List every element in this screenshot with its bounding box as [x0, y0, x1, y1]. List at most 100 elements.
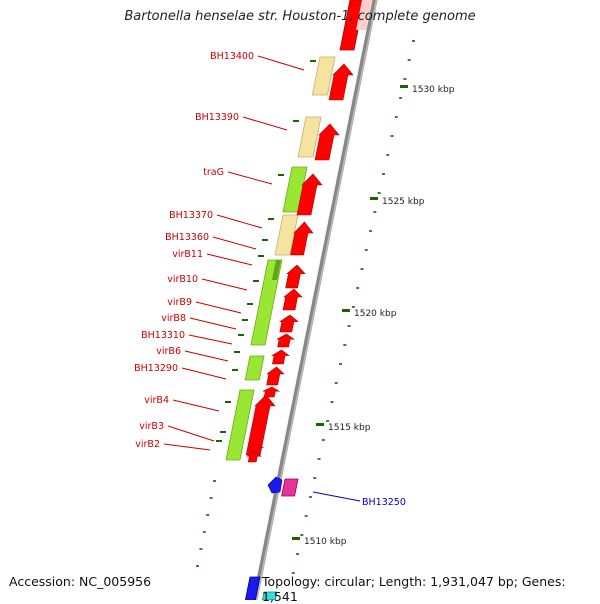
gene-box-green-accent	[272, 260, 281, 280]
backbone-line	[251, 0, 378, 604]
gene-label: virB2	[135, 439, 160, 450]
cds-arrow	[246, 451, 262, 463]
scale-tick-label: 1520 kbp	[354, 309, 397, 319]
cds-arrow	[262, 386, 281, 398]
backbone-highlight	[254, 0, 378, 604]
scale-minor-tick	[339, 363, 343, 365]
gene-label: virB9	[167, 297, 192, 308]
gene-leader-line	[201, 278, 248, 291]
cds-arrow	[328, 63, 354, 101]
cds-arrow	[314, 123, 340, 161]
scale-minor-tick	[196, 565, 199, 567]
scale-minor-tick	[360, 268, 364, 270]
scale-minor-tick	[206, 514, 210, 516]
scale-minor-tick	[308, 496, 312, 498]
cds-arrow-shadow	[356, 0, 372, 30]
gene-box-pale	[311, 56, 336, 96]
scale-minor-tick	[209, 497, 213, 499]
gene-label: BH13400	[210, 51, 254, 62]
gene-leader-line	[195, 301, 242, 314]
gene-strand-tick	[232, 369, 238, 371]
scale-tick-label: 1525 kbp	[382, 197, 425, 207]
scale-major-tick	[370, 197, 378, 200]
gene-strand-tick	[242, 319, 248, 321]
scale-minor-tick	[300, 534, 304, 536]
gene-leader-line	[188, 334, 233, 345]
gene-leader-line	[184, 350, 229, 362]
cds-arrow	[279, 314, 299, 333]
scale-minor-tick	[317, 458, 321, 460]
gene-box-green	[225, 389, 255, 461]
scale-minor-tick	[304, 515, 308, 517]
gene-label: BH13370	[169, 210, 213, 221]
gene-strand-tick	[216, 440, 222, 442]
cds-arrow	[266, 366, 285, 386]
scale-minor-tick	[199, 548, 203, 550]
scale-minor-tick	[347, 325, 351, 327]
scale-tick-label: 1510 kbp	[304, 537, 347, 547]
scale-major-tick	[316, 423, 324, 426]
scale-minor-tick	[373, 211, 377, 213]
scale-minor-tick	[313, 477, 317, 479]
scale-minor-tick	[321, 439, 325, 441]
gene-strand-tick	[234, 351, 240, 353]
scale-major-tick	[342, 309, 350, 312]
gene-label: virB4	[144, 395, 169, 406]
scale-tick-label: 1530 kbp	[412, 85, 455, 95]
gene-label: virB3	[139, 421, 164, 432]
gene-leader-line	[216, 214, 263, 229]
cds-arrow	[290, 221, 314, 256]
gene-box-pale	[297, 116, 322, 158]
scale-minor-tick	[394, 116, 398, 118]
gene-strand-tick	[238, 334, 244, 336]
scale-minor-tick	[356, 287, 360, 289]
cds-arrow	[285, 264, 306, 289]
scale-minor-tick	[326, 420, 330, 422]
scale-minor-tick	[403, 78, 407, 80]
gene-label: virB11	[172, 249, 203, 260]
gene-strand-tick	[247, 303, 253, 305]
cds-arrow	[296, 173, 323, 216]
gene-label: virB10	[167, 274, 198, 285]
gene-strand-tick	[293, 120, 299, 122]
gene-leader-line	[189, 317, 237, 330]
gene-strand-tick	[262, 239, 268, 241]
gene-strand-tick	[253, 280, 259, 282]
gene-label: BH13310	[141, 330, 185, 341]
gene-strand-tick	[220, 431, 226, 433]
cds-arrow-partial	[339, 0, 365, 51]
gene-leader-line	[227, 171, 273, 185]
scale-minor-tick	[407, 59, 411, 61]
gene-box-pale	[274, 214, 299, 256]
scale-minor-tick	[296, 553, 300, 555]
scale-minor-tick	[351, 306, 355, 308]
gene-label: traG	[203, 167, 224, 178]
gene-leader-line	[181, 367, 227, 380]
gene-leader-line	[212, 236, 257, 250]
scale-minor-tick	[412, 40, 415, 42]
gene-leader-line	[163, 443, 211, 451]
gene-leader-line	[172, 399, 220, 412]
gene-label: BH13390	[195, 112, 239, 123]
scale-minor-tick	[386, 154, 390, 156]
gene-box-blue	[267, 476, 283, 494]
scale-minor-tick	[334, 382, 338, 384]
scale-minor-tick	[291, 572, 295, 574]
gene-strand-tick	[258, 255, 264, 257]
gene-leader-line	[312, 491, 361, 502]
scale-minor-tick	[202, 531, 206, 533]
gene-leader-line	[257, 55, 305, 71]
scale-minor-tick	[330, 401, 334, 403]
gene-strand-tick	[225, 401, 231, 403]
scale-minor-tick	[343, 344, 347, 346]
gene-strand-tick	[310, 60, 316, 62]
cds-arrow	[282, 288, 303, 311]
gene-strand-tick	[278, 174, 284, 176]
scale-minor-tick	[390, 135, 394, 137]
scale-minor-tick	[381, 173, 385, 175]
scale-major-tick	[400, 85, 408, 88]
gene-label: virB8	[161, 313, 186, 324]
gene-box-magenta	[281, 478, 299, 497]
